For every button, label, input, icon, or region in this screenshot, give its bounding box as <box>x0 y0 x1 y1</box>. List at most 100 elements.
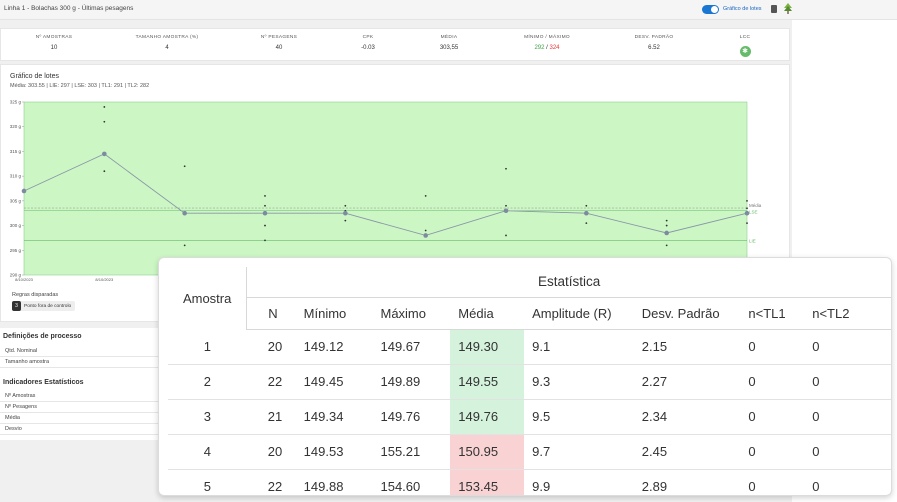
cell-amplitude: 9.9 <box>532 479 551 495</box>
weighing-point <box>344 219 347 222</box>
cell-n-tl1: 0 <box>748 479 756 495</box>
cell-media: 150.95 <box>450 434 525 470</box>
col-header-n-tl2: n<TL2 <box>804 297 891 330</box>
stat-value: 40 <box>275 45 283 51</box>
cell-media: 149.55 <box>450 364 525 400</box>
weighing-point <box>103 170 106 173</box>
table-row: 1 20 149.12 149.67 149.30 9.1 2.15 0 0 <box>168 329 891 365</box>
mean-point <box>102 151 107 157</box>
cell-amplitude: 9.7 <box>524 434 634 470</box>
table-row: 3 21 149.34 149.76 149.76 9.5 2.34 0 0 <box>168 399 891 435</box>
cell-std-dev: 2.89 <box>641 479 668 495</box>
y-tick-label: 310 g <box>10 174 22 179</box>
cell-amplitude: 9.5 <box>524 399 634 435</box>
cell-amplitude: 9.3 <box>524 364 634 400</box>
mean-point <box>584 210 589 216</box>
stat-num-samples: Nº AMOSTRAS 10 <box>4 35 104 51</box>
chart-subtitle: Média: 303.55 | LIE: 297 | LSE: 303 | TL… <box>10 83 150 89</box>
cell-amostra: 4 <box>168 434 247 470</box>
stat-value: 303,55 <box>439 45 459 51</box>
weighing-point <box>585 222 588 225</box>
cell-std-dev: 2.45 <box>633 434 741 470</box>
table-row: 2 22 149.45 149.89 149.55 9.3 2.27 0 0 <box>168 364 891 400</box>
cell-std-dev: 2.15 <box>633 329 741 365</box>
page-title: Linha 1 - Bolachas 300 g - Últimas pesag… <box>4 5 134 12</box>
cell-media: 153.45 <box>450 469 525 495</box>
stat-label: Nº AMOSTRAS <box>35 35 73 40</box>
cell-min: 149.53 <box>295 434 373 470</box>
info-row-mean: Média <box>0 413 160 424</box>
weighing-point <box>103 106 106 108</box>
weighing-point <box>665 219 668 222</box>
info-panel: Definições de processo Qtd. Nominal Tama… <box>0 328 160 440</box>
weighing-point <box>505 167 507 170</box>
rules-title: Regras disparadas <box>12 292 59 298</box>
lse-line-label: LSE <box>749 210 758 215</box>
cell-n-tl2: 0 <box>804 364 891 400</box>
batch-chart-toggle-label[interactable]: Gráfico de lotes <box>723 6 762 12</box>
stat-cpk: CPK -0.03 <box>318 35 418 51</box>
weighing-point <box>665 224 668 227</box>
weighing-point <box>183 165 186 168</box>
stat-min-max: MÍNIMO / MÁXIMO 292 / 324 <box>497 35 597 51</box>
statistics-table: Amostra Estatística N Mínimo Máximo Médi… <box>168 267 891 495</box>
weighing-point <box>746 199 748 202</box>
table-row: 4 20 149.53 155.21 150.95 9.7 2.45 0 0 <box>168 434 891 470</box>
y-tick-label: 295 g <box>10 248 22 253</box>
info-row-nominal-qty: Qtd. Nominal <box>0 346 160 357</box>
stat-num-weighings: Nº PESAGENS 40 <box>229 35 329 51</box>
cell-amostra: 2 <box>168 364 247 400</box>
mean-series-line <box>23 153 748 236</box>
rule-number: 3 <box>12 301 21 311</box>
chart-plot-area <box>23 101 748 276</box>
cell-n-tl1: 0 <box>740 399 805 435</box>
batch-chart: 325 g 320 g 315 g 310 g 305 g 300 g 295 g 290 g… <box>10 100 762 283</box>
stat-label: Nº PESAGENS <box>260 35 298 40</box>
stat-value: 292 / 324 <box>497 45 597 51</box>
stat-label: DESV. PADRÃO <box>634 35 674 40</box>
weighing-point <box>665 244 668 247</box>
stat-max-value: 324 <box>549 45 560 51</box>
cell-min: 149.88 <box>303 479 344 495</box>
cell-n: 20 <box>246 329 296 365</box>
stat-std-dev: DESV. PADRÃO 6.52 <box>604 35 704 51</box>
stat-sample-size: TAMANHO AMOSTRA (%) 4 <box>117 35 217 51</box>
info-row-num-samples: Nº Amostras <box>0 391 160 402</box>
weighing-point <box>264 224 266 227</box>
tree-icon[interactable] <box>784 3 792 14</box>
col-header-min: Mínimo <box>295 297 373 330</box>
y-tick-label: 290 g <box>10 273 22 278</box>
stat-value: -0.03 <box>361 45 375 51</box>
mean-point <box>21 188 27 194</box>
batch-chart-toggle[interactable] <box>702 5 719 14</box>
cell-max: 154.60 <box>380 479 421 495</box>
cell-amostra: 5 <box>203 479 211 495</box>
toggle-knob <box>711 6 718 13</box>
weighing-point <box>103 120 106 123</box>
y-tick-label: 325 g <box>10 100 22 105</box>
process-definitions-title: Definições de processo <box>3 333 82 340</box>
rule-text: Ponto fora de controlo <box>24 303 72 309</box>
col-header-n: N <box>246 297 296 330</box>
mean-point <box>503 208 509 214</box>
cell-n: 21 <box>246 399 296 435</box>
cell-n-tl2: 0 <box>804 329 891 365</box>
stat-lcc: LCC ✱ <box>695 35 795 58</box>
lcc-status-icon[interactable]: ✱ <box>739 46 751 57</box>
table-row: 5 22 149.88 154.60 153.45 9.9 2.89 0 0 <box>168 469 891 495</box>
media-line-label: Média <box>749 203 762 208</box>
weighing-point <box>585 204 588 207</box>
cell-max: 149.76 <box>372 399 451 435</box>
mean-point <box>423 233 428 238</box>
cell-amostra: 1 <box>168 329 247 365</box>
info-row-sample-size: Tamanho amostra <box>0 357 160 368</box>
document-icon[interactable] <box>771 5 777 13</box>
y-tick-label: 320 g <box>10 124 22 129</box>
info-row-deviation: Desvio <box>0 424 160 435</box>
statistics-table-card: Amostra Estatística N Mínimo Máximo Médi… <box>158 257 892 496</box>
rule-badge: 3 Ponto fora de controlo <box>12 301 76 311</box>
cell-max: 149.67 <box>372 329 451 365</box>
weighing-point <box>746 222 748 225</box>
stat-indicators-title: Indicadores Estatísticos <box>3 379 84 386</box>
stat-label: MÉDIA <box>440 35 458 40</box>
